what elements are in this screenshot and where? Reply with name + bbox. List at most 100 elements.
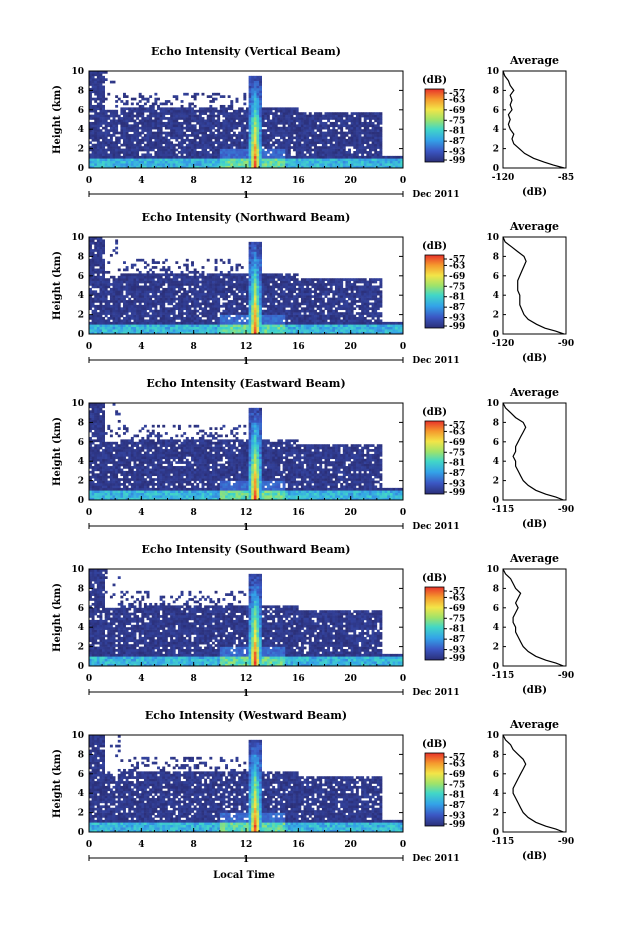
heatmap-cell: [306, 319, 309, 322]
heatmap-cell: [102, 86, 105, 89]
heatmap-cell: [128, 300, 131, 303]
heatmap-cell: [296, 324, 299, 327]
heatmap-cell: [115, 120, 118, 123]
heatmap-cell: [209, 141, 212, 144]
heatmap-cell: [259, 293, 262, 296]
heatmap-cell: [118, 117, 121, 120]
heatmap-cell: [251, 90, 254, 93]
heatmap-cell: [249, 134, 252, 137]
heatmap-cell: [126, 117, 129, 120]
heatmap-cell: [372, 129, 375, 132]
heatmap-cell: [126, 302, 129, 305]
heatmap-cell: [141, 300, 144, 303]
heatmap-cell: [173, 276, 176, 279]
heatmap-cell: [298, 293, 301, 296]
heatmap-cell: [162, 305, 165, 308]
heatmap-cell: [236, 112, 239, 115]
heatmap-cell: [353, 127, 356, 130]
heatmap-cell: [325, 139, 328, 142]
heatmap-cell: [154, 276, 157, 279]
heatmap-cell: [372, 153, 375, 156]
heatmap-cell: [181, 115, 184, 118]
heatmap-cell: [372, 122, 375, 125]
heatmap-cell: [241, 329, 244, 332]
heatmap-cell: [220, 295, 223, 298]
heatmap-cell: [196, 120, 199, 123]
heatmap-cell: [385, 163, 388, 166]
heatmap-cell: [317, 127, 320, 130]
heatmap-cell: [314, 156, 317, 159]
heatmap-cell: [196, 146, 199, 149]
heatmap-cell: [194, 305, 197, 308]
heatmap-cell: [173, 293, 176, 296]
heatmap-cell: [136, 110, 139, 113]
heatmap-cell: [154, 261, 157, 264]
heatmap-cell: [262, 124, 265, 127]
heatmap-cell: [335, 120, 338, 123]
heatmap-cell: [259, 158, 262, 161]
heatmap-cell: [162, 124, 165, 127]
heatmap-cell: [340, 156, 343, 159]
heatmap-cell: [107, 115, 110, 118]
heatmap-cell: [149, 95, 152, 98]
heatmap-cell: [115, 317, 118, 320]
heatmap-cell: [94, 151, 97, 154]
heatmap-cell: [94, 278, 97, 281]
heatmap-cell: [133, 276, 136, 279]
heatmap-cell: [133, 149, 136, 152]
heatmap-cell: [186, 120, 189, 123]
heatmap-cell: [343, 151, 346, 154]
heatmap-cell: [149, 107, 152, 110]
heatmap-cell: [141, 324, 144, 327]
heatmap-cell: [147, 324, 150, 327]
heatmap-cell: [209, 319, 212, 322]
heatmap-cell: [128, 127, 131, 130]
heatmap-cell: [110, 315, 113, 318]
heatmap-cell: [319, 134, 322, 137]
heatmap-cell: [338, 139, 341, 142]
heatmap-cell: [225, 136, 228, 139]
heatmap-cell: [105, 134, 108, 137]
heatmap-cell: [212, 136, 215, 139]
heatmap-cell: [254, 124, 257, 127]
heatmap-cell: [306, 290, 309, 293]
heatmap-cell: [199, 322, 202, 325]
heatmap-cell: [374, 112, 377, 115]
heatmap-cell: [183, 120, 186, 123]
heatmap-cell: [144, 293, 147, 296]
heatmap-cell: [110, 158, 113, 161]
heatmap-cell: [222, 124, 225, 127]
heatmap-cell: [332, 158, 335, 161]
heatmap-cell: [238, 288, 241, 291]
heatmap-cell: [254, 90, 257, 93]
heatmap-cell: [215, 283, 218, 286]
heatmap-cell: [304, 317, 307, 320]
heatmap-cell: [340, 115, 343, 118]
heatmap-cell: [332, 149, 335, 152]
heatmap-cell: [366, 122, 369, 125]
heatmap-cell: [113, 278, 116, 281]
heatmap-cell: [251, 269, 254, 272]
heatmap-cell: [131, 156, 134, 159]
heatmap-cell: [139, 110, 142, 113]
heatmap-cell: [369, 149, 372, 152]
heatmap-cell: [215, 151, 218, 154]
heatmap-cell: [246, 146, 249, 149]
heatmap-cell: [343, 112, 346, 115]
heatmap-cell: [209, 117, 212, 120]
heatmap-cell: [233, 117, 236, 120]
heatmap-cell: [290, 141, 293, 144]
heatmap-cell: [186, 161, 189, 164]
heatmap-cell: [259, 129, 262, 132]
heatmap-cell: [277, 322, 280, 325]
heatmap-cell: [147, 110, 150, 113]
heatmap-cell: [317, 161, 320, 164]
heatmap-cell: [118, 322, 121, 325]
heatmap-cell: [272, 307, 275, 310]
heatmap-cell: [154, 110, 157, 113]
heatmap-cell: [241, 136, 244, 139]
heatmap-cell: [345, 163, 348, 166]
heatmap-cell: [209, 158, 212, 161]
heatmap-cell: [379, 127, 382, 130]
heatmap-cell: [141, 310, 144, 313]
